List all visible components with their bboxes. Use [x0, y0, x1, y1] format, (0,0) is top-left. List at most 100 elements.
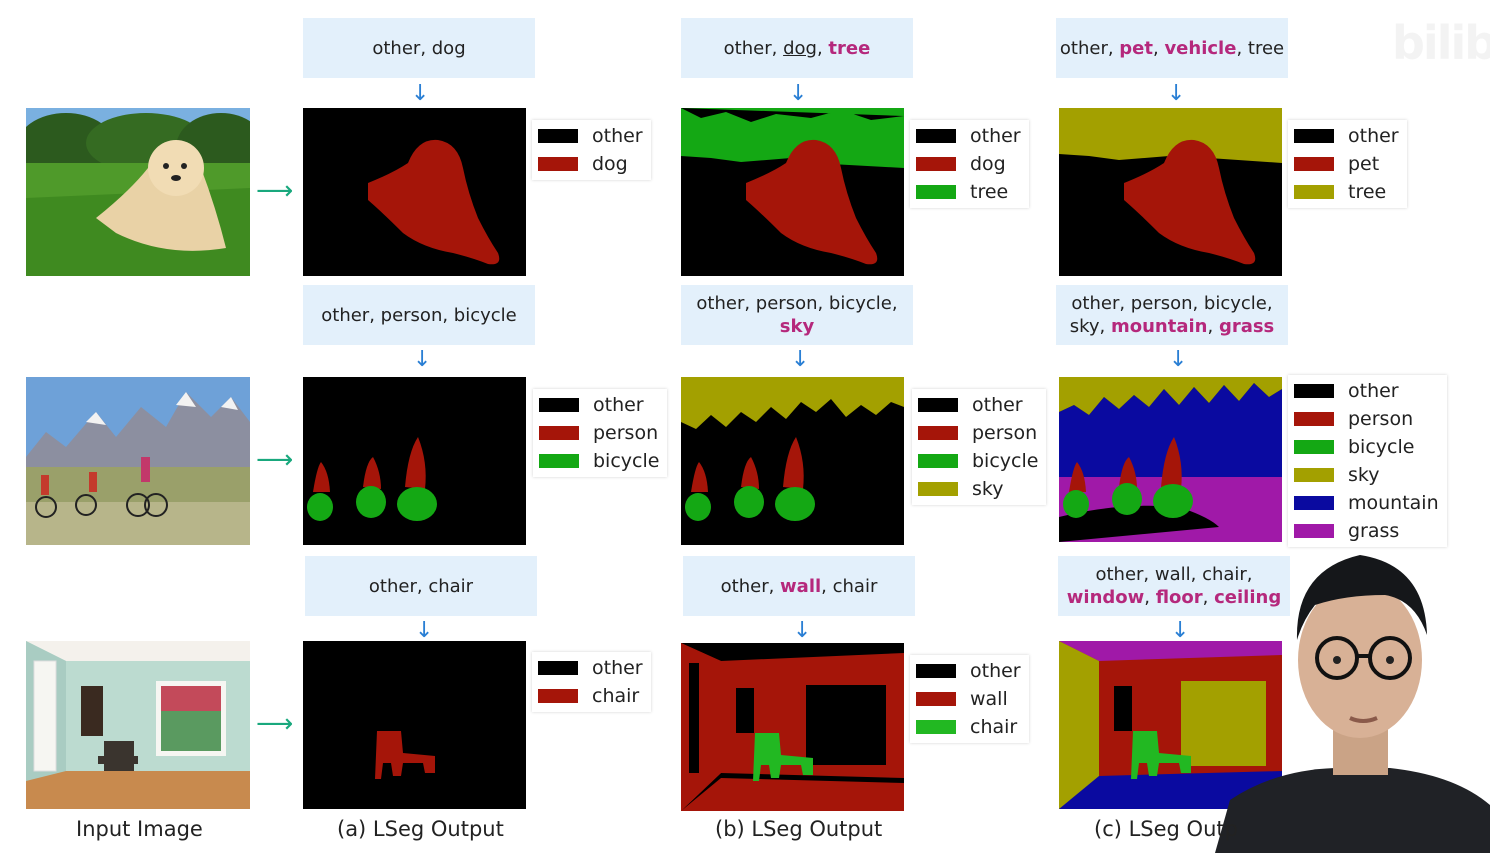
legend-swatch	[918, 398, 958, 412]
legend-swatch	[1294, 440, 1334, 454]
seg-region-chair	[1131, 731, 1191, 779]
prompt-text: , tree	[1236, 37, 1285, 59]
bilibili-watermark: bilibili	[1392, 16, 1490, 70]
prompt-box-r1c0: other, person, bicycle	[303, 285, 535, 345]
seg-region-dog	[368, 139, 500, 265]
right-arrow-icon: ⟶	[256, 445, 294, 475]
prompt-text: ,	[1202, 587, 1215, 608]
legend-label: dog	[970, 153, 1006, 175]
seg-output-r1c0	[303, 377, 526, 545]
legend-label: mountain	[1348, 492, 1439, 514]
down-arrow-icon: ↓	[1169, 347, 1188, 372]
legend-r1c2: other person bicycle sky mountain grass	[1288, 375, 1447, 547]
prompt-box-r1c1: other, person, bicycle, sky	[681, 285, 913, 345]
legend-row: bicycle	[539, 447, 659, 475]
down-arrow-icon: ↓	[793, 618, 812, 643]
prompt-text: other, chair	[368, 575, 474, 597]
legend-label: wall	[970, 688, 1008, 710]
prompt-highlight-term: wall	[780, 575, 822, 597]
prompt-box-r2c1: other, wall, chair	[683, 556, 915, 616]
down-arrow-icon: ↓	[791, 347, 810, 372]
legend-swatch	[916, 129, 956, 143]
legend-label: other	[1348, 125, 1399, 147]
prompt-highlight-term: mountain	[1110, 316, 1208, 337]
legend-row: dog	[916, 150, 1021, 178]
legend-r2c1: other wall chair	[910, 655, 1029, 743]
seg-region-sky	[1059, 377, 1282, 415]
legend-swatch	[538, 129, 578, 143]
prompt-box-r0c2: other, pet, vehicle, tree	[1056, 18, 1288, 78]
legend-row: sky	[918, 475, 1038, 503]
legend-label: tree	[1348, 181, 1387, 203]
legend-row: other	[918, 391, 1038, 419]
legend-swatch	[1294, 524, 1334, 538]
seg-region-sky	[681, 377, 904, 429]
input-image-dog	[26, 108, 250, 276]
input-image-room	[26, 641, 250, 809]
legend-row: sky	[1294, 461, 1439, 489]
seg-region-chair	[375, 731, 435, 779]
legend-label: other	[1348, 380, 1399, 402]
seg-region-bicycle	[307, 493, 333, 521]
legend-row: mountain	[1294, 489, 1439, 517]
prompt-highlight-term: window	[1066, 587, 1145, 608]
seg-region-bicycle	[1063, 490, 1089, 518]
speaker-webcam	[1215, 540, 1490, 853]
legend-swatch	[916, 185, 956, 199]
legend-swatch	[539, 398, 579, 412]
prompt-text: other,	[720, 575, 781, 597]
seg-output-r0c1	[681, 108, 904, 276]
seg-output-r2c1	[681, 643, 904, 811]
seg-region-person	[691, 462, 708, 492]
legend-row: pet	[1294, 150, 1399, 178]
legend-swatch	[916, 157, 956, 171]
legend-row: other	[539, 391, 659, 419]
prompt-text: ,	[1207, 316, 1219, 337]
legend-label: dog	[592, 153, 628, 175]
legend-r0c0: other dog	[532, 120, 651, 180]
input-image-cyclists	[26, 377, 250, 545]
legend-row: tree	[1294, 178, 1399, 206]
prompt-highlight-term: tree	[828, 37, 871, 59]
legend-label: tree	[970, 181, 1009, 203]
seg-region-bicycle	[1153, 484, 1193, 518]
prompt-box-r2c0: other, chair	[305, 556, 537, 616]
seg-region-bicycle	[397, 487, 437, 521]
legend-label: chair	[970, 716, 1018, 738]
legend-row: wall	[916, 685, 1021, 713]
legend-swatch	[916, 720, 956, 734]
legend-r1c1: other person bicycle sky	[912, 389, 1047, 505]
seg-output-r0c0	[303, 108, 526, 276]
prompt-text: other, person, bicycle,	[1071, 293, 1273, 314]
prompt-underlined-term: dog	[783, 37, 817, 59]
legend-row: other	[916, 657, 1021, 685]
down-arrow-icon: ↓	[413, 347, 432, 372]
seg-region-mountain	[1059, 383, 1282, 477]
seg-region-tree	[681, 108, 904, 168]
legend-swatch	[918, 454, 958, 468]
legend-label: grass	[1348, 520, 1400, 542]
seg-region-bicycle	[1112, 483, 1142, 515]
right-arrow-icon: ⟶	[256, 176, 294, 206]
seg-region-dog	[746, 139, 878, 265]
legend-swatch	[918, 482, 958, 496]
prompt-box-r1c2: other, person, bicycle, sky, mountain, g…	[1056, 285, 1288, 345]
legend-label: pet	[1348, 153, 1380, 175]
legend-row: other	[1294, 377, 1439, 405]
prompt-highlight-term: ceiling	[1214, 587, 1282, 608]
prompt-text: other, dog	[372, 37, 466, 59]
legend-row: tree	[916, 178, 1021, 206]
legend-swatch	[1294, 384, 1334, 398]
seg-output-r0c2	[1059, 108, 1282, 276]
down-arrow-icon: ↓	[1167, 81, 1186, 106]
caption-input-image: Input Image	[76, 817, 203, 841]
legend-swatch	[1294, 157, 1334, 171]
prompt-highlight-term: grass	[1218, 316, 1275, 337]
legend-r0c1: other dog tree	[910, 120, 1029, 208]
legend-row: other	[1294, 122, 1399, 150]
legend-row: chair	[916, 713, 1021, 741]
legend-label: person	[972, 422, 1038, 444]
legend-label: other	[970, 125, 1021, 147]
legend-label: bicycle	[1348, 436, 1415, 458]
prompt-box-r0c1: other, dog, tree	[681, 18, 913, 78]
